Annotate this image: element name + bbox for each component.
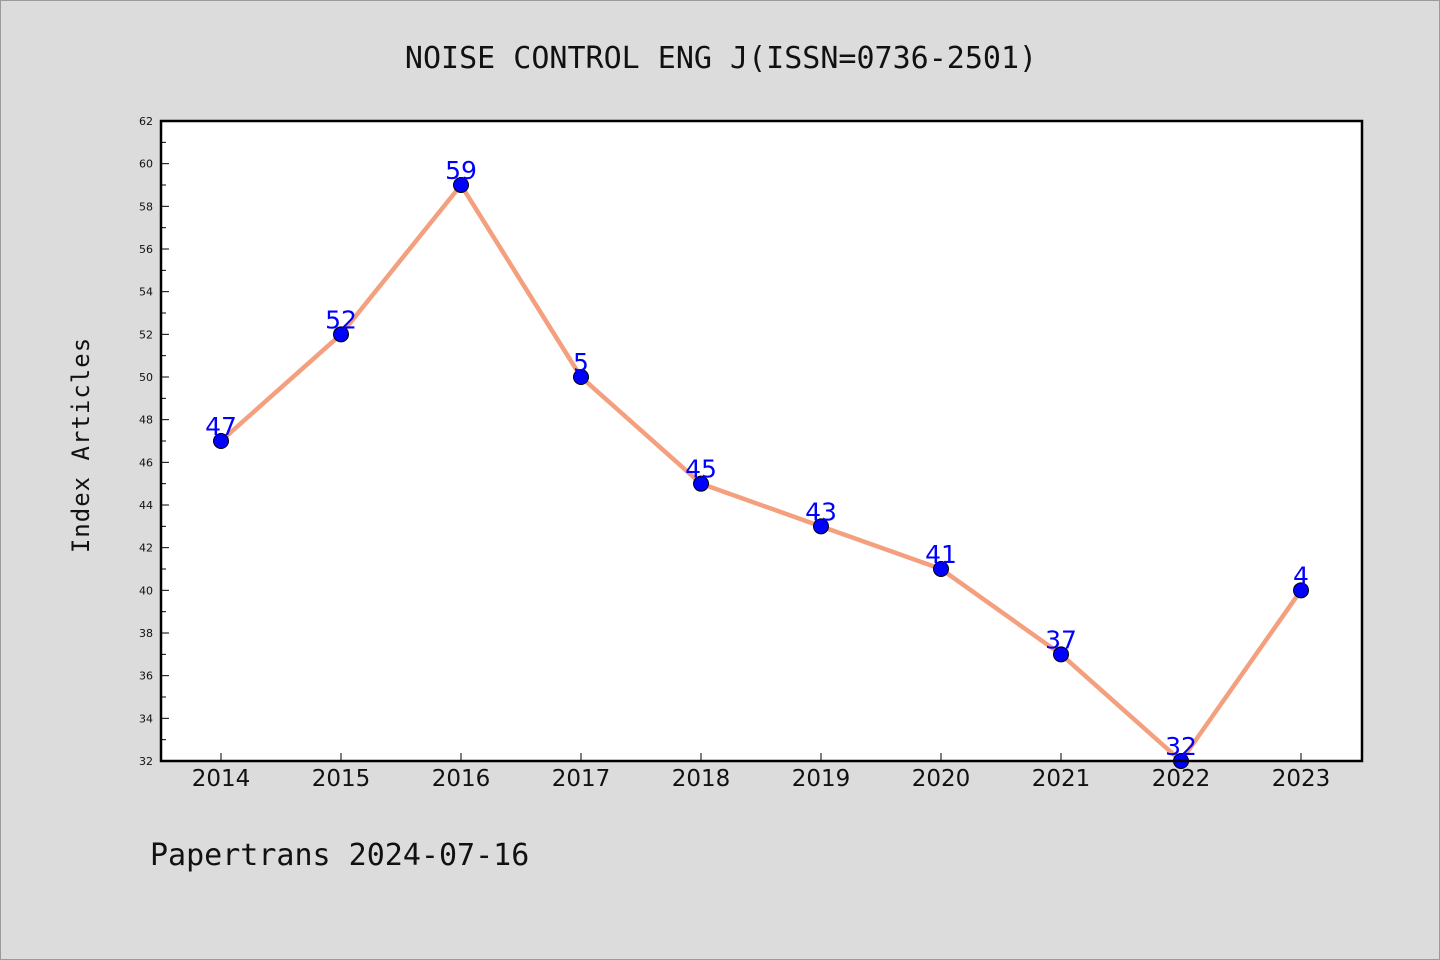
data-point <box>333 326 349 343</box>
x-tick-label: 2022 <box>1152 766 1211 792</box>
data-label: 45 <box>685 455 717 484</box>
y-tick-label: 62 <box>139 115 153 128</box>
data-label: 41 <box>925 540 957 569</box>
data-label: 37 <box>1045 625 1077 654</box>
y-axis-label: Index Articles <box>67 337 95 553</box>
y-tick-label: 60 <box>139 158 153 171</box>
series-line <box>218 182 1304 764</box>
x-tick-label: 2023 <box>1272 766 1331 792</box>
data-point <box>933 561 949 577</box>
series-layer: 47 52 59 5 45 43 41 37 32 4 <box>205 156 1309 769</box>
chart-title: NOISE CONTROL ENG J(ISSN=0736-2501) <box>405 41 1037 76</box>
data-label: 59 <box>445 156 477 185</box>
data-label: 4 <box>1293 561 1309 590</box>
data-label: 5 <box>573 348 589 377</box>
x-tick-label: 2018 <box>672 766 731 792</box>
y-tick-label: 36 <box>139 670 153 683</box>
plot-area <box>161 121 1362 761</box>
data-point <box>453 177 469 193</box>
data-point <box>813 518 829 535</box>
y-tick-label: 48 <box>139 414 153 427</box>
data-label: 52 <box>325 305 357 334</box>
x-tick-label: 2021 <box>1032 766 1091 792</box>
y-tick-label: 52 <box>139 328 153 341</box>
x-tick-label: 2017 <box>552 766 611 792</box>
y-tick-label: 54 <box>139 286 153 299</box>
y-tick-label: 34 <box>139 712 153 725</box>
x-tick-label: 2014 <box>192 766 251 792</box>
y-tick-label: 40 <box>139 584 153 597</box>
y-tick-label: 58 <box>139 200 153 213</box>
footer-credit: Papertrans 2024-07-16 <box>150 838 529 873</box>
data-label: 32 <box>1165 732 1197 761</box>
y-axis: 32 34 36 38 40 42 44 46 48 50 52 54 56 58 60 62 <box>139 115 169 768</box>
data-label: 47 <box>205 412 237 441</box>
x-axis: 2014 2015 2016 2017 2018 2019 2020 2021 2022 2023 <box>192 753 1331 792</box>
x-tick-label: 2016 <box>432 766 491 792</box>
y-tick-label: 44 <box>139 499 153 512</box>
y-tick-label: 50 <box>139 371 153 384</box>
y-tick-label: 46 <box>139 456 153 469</box>
data-label: 43 <box>805 497 837 526</box>
x-tick-label: 2015 <box>312 766 371 792</box>
y-tick-label: 32 <box>139 755 153 768</box>
data-point <box>1053 646 1069 663</box>
y-tick-label: 42 <box>139 542 153 555</box>
x-tick-label: 2019 <box>792 766 851 792</box>
data-point <box>1293 582 1309 599</box>
data-point <box>213 433 229 449</box>
x-tick-label: 2020 <box>912 766 971 792</box>
plot-frame <box>159 119 1364 763</box>
data-point <box>693 475 709 492</box>
y-tick-label: 38 <box>139 627 153 640</box>
data-point <box>573 369 589 385</box>
y-tick-label: 56 <box>139 243 153 256</box>
